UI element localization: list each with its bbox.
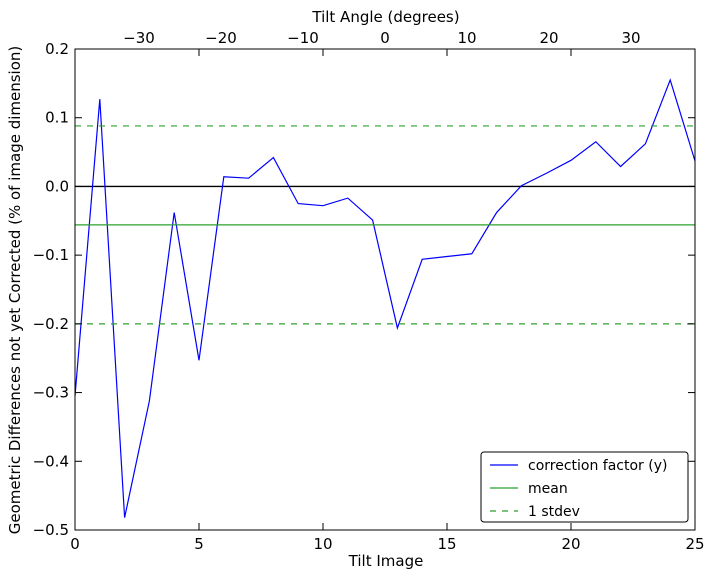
x-tick-label: 0 [70, 535, 80, 553]
x2-tick-label: 20 [539, 29, 558, 47]
x-tick-label: 5 [194, 535, 204, 553]
legend: correction factor (y) mean 1 stdev [480, 451, 689, 523]
legend-label-stdev: 1 stdev [528, 504, 580, 520]
x2-tick-label: −20 [205, 29, 237, 47]
y-tick-label: −0.4 [33, 452, 69, 470]
y-tick-label: 0.2 [45, 40, 69, 58]
y-tick-label: −0.1 [33, 246, 69, 264]
y-tick-label: −0.5 [33, 521, 69, 539]
y-tick-label: −0.3 [33, 384, 69, 402]
plot-lines [74, 78, 696, 518]
x-tick-label: 25 [685, 535, 704, 553]
x2-tick-label: 0 [380, 29, 390, 47]
tick-marks [74, 48, 696, 531]
x-axis-label: Tilt Image [348, 552, 424, 570]
y-tick-label: 0.0 [45, 177, 69, 195]
axes-frame [74, 48, 696, 531]
legend-label-correction: correction factor (y) [528, 458, 667, 474]
plot-frame [74, 48, 696, 531]
legend-label-mean: mean [528, 481, 568, 497]
x2-tick-label: −30 [123, 29, 155, 47]
x-tick-label: 15 [437, 535, 456, 553]
x2-tick-label: 10 [457, 29, 476, 47]
y-tick-label: −0.2 [33, 315, 69, 333]
x-tick-label: 10 [313, 535, 332, 553]
y-axis-label: Geometric Differences not yet Corrected … [6, 46, 24, 535]
legend-box [480, 451, 689, 523]
y-tick-label: 0.1 [45, 109, 69, 127]
x-tick-label: 20 [561, 535, 580, 553]
tick-labels: 0 5 10 15 20 25 −30 −20 −10 0 10 20 30 −0.5 −0.4 −0.3 −0… [33, 29, 705, 553]
x2-tick-label: 30 [621, 29, 640, 47]
x2-tick-label: −10 [287, 29, 319, 47]
series-line-0 [74, 78, 696, 518]
x2-axis-label: Tilt Angle (degrees) [311, 8, 459, 26]
